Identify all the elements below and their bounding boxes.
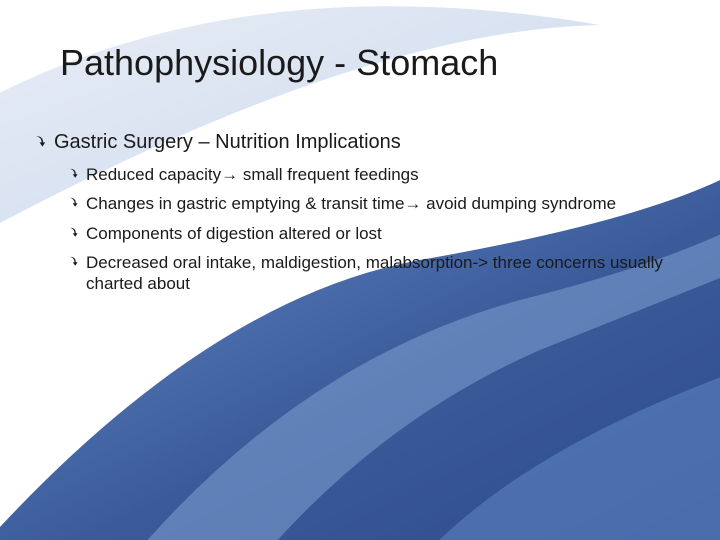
curly-arrow-icon [68, 196, 80, 208]
slide-title: Pathophysiology - Stomach [60, 42, 498, 84]
bullet-lvl2: Components of digestion altered or lost [68, 223, 674, 244]
bullet-lvl2: Changes in gastric emptying & transit ti… [68, 193, 674, 214]
curly-arrow-icon [34, 134, 48, 148]
bullet-lvl2-text: Components of digestion altered or lost [86, 223, 382, 244]
bullet-lvl2: Reduced capacity→ small frequent feeding… [68, 164, 674, 185]
bullet-lvl2-text: Changes in gastric emptying & transit ti… [86, 193, 616, 214]
bullet-lvl2-text: Reduced capacity→ small frequent feeding… [86, 164, 419, 185]
curly-arrow-icon [68, 255, 80, 267]
curly-arrow-icon [68, 167, 80, 179]
bullet-lvl2: Decreased oral intake, maldigestion, mal… [68, 252, 674, 295]
bullet-lvl1: Gastric Surgery – Nutrition Implications [34, 130, 674, 154]
slide: Pathophysiology - Stomach Gastric Surger… [0, 0, 720, 540]
bullet-lvl2-text: Decreased oral intake, maldigestion, mal… [86, 252, 666, 295]
curly-arrow-icon [68, 226, 80, 238]
slide-body: Gastric Surgery – Nutrition Implications… [34, 130, 674, 302]
bullet-lvl1-text: Gastric Surgery – Nutrition Implications [54, 130, 401, 154]
